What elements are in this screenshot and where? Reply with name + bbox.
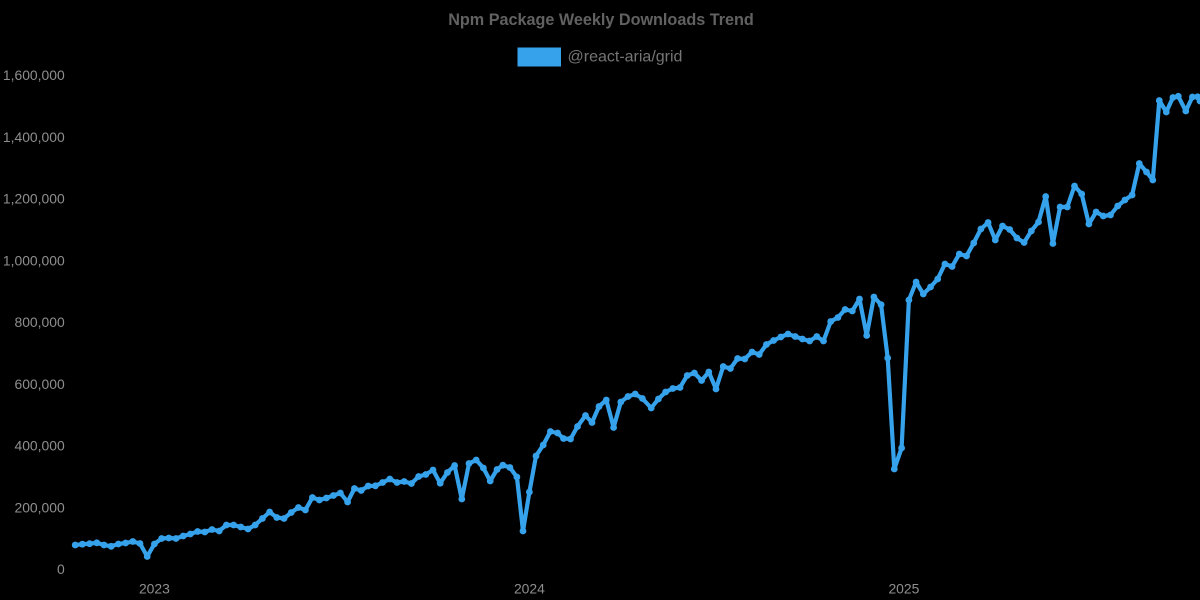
svg-text:200,000: 200,000 [14,499,64,515]
svg-text:2023: 2023 [139,580,170,596]
svg-text:1,200,000: 1,200,000 [3,191,65,207]
svg-text:@react-aria/grid: @react-aria/grid [568,49,683,66]
svg-text:600,000: 600,000 [14,376,64,392]
svg-text:800,000: 800,000 [14,314,64,330]
svg-text:400,000: 400,000 [14,438,64,454]
svg-text:1,000,000: 1,000,000 [3,252,65,268]
svg-text:Npm Package Weekly Downloads T: Npm Package Weekly Downloads Trend [448,11,754,29]
svg-text:2025: 2025 [888,580,919,596]
svg-text:1,400,000: 1,400,000 [3,129,65,145]
svg-text:2024: 2024 [514,580,545,596]
svg-text:1,600,000: 1,600,000 [3,67,65,83]
svg-text:0: 0 [57,561,65,577]
